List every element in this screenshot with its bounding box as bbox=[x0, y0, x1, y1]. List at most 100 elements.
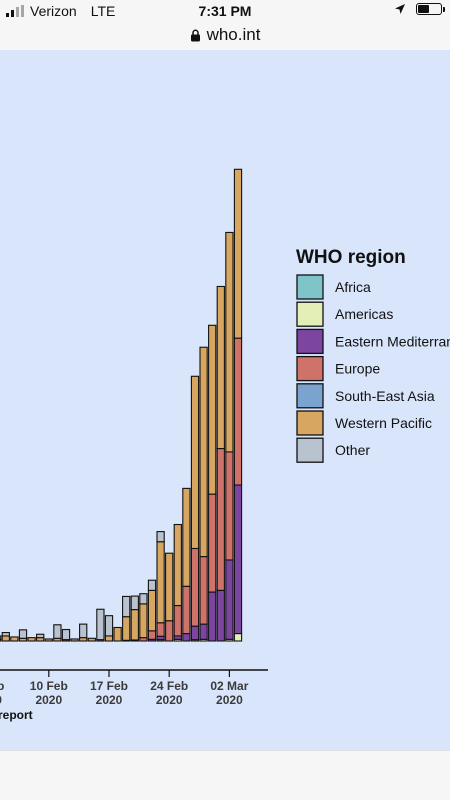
legend-swatch bbox=[296, 437, 324, 463]
bar-segment-other bbox=[104, 615, 114, 637]
bar-segment-eastern-mediterranean bbox=[216, 589, 225, 642]
status-bar: Verizon LTE 7:31 PM bbox=[0, 0, 450, 22]
bar-segment-western-pacific bbox=[199, 346, 208, 558]
bar-segment-western-pacific bbox=[208, 324, 217, 495]
bar-segment-eastern-mediterranean bbox=[208, 591, 217, 642]
legend-label: Africa bbox=[335, 279, 371, 295]
bar-segment-western-pacific bbox=[0, 638, 2, 642]
legend-label: Americas bbox=[335, 306, 393, 322]
carrier-name: Verizon bbox=[30, 3, 77, 19]
x-tick-label: 24 Feb bbox=[150, 679, 188, 693]
bar-segment-western-pacific bbox=[87, 637, 96, 642]
bar-segment-other bbox=[79, 623, 88, 639]
bar-segment-other bbox=[156, 531, 165, 543]
bar-segment-eastern-mediterranean bbox=[190, 625, 200, 641]
bar-segment-other bbox=[1, 632, 10, 637]
bar-segment-europe bbox=[190, 547, 200, 627]
legend-swatch bbox=[296, 328, 324, 355]
legend-label: Other bbox=[335, 442, 370, 458]
bar-segment-eastern-mediterranean bbox=[182, 633, 191, 642]
bar-segment-western-pacific bbox=[44, 638, 53, 642]
bar-segment-other bbox=[36, 633, 45, 639]
bar-segment-europe bbox=[208, 493, 217, 593]
bar-segment-europe bbox=[225, 451, 234, 561]
bar-segment-europe bbox=[182, 585, 191, 635]
x-tick-label: 17 Feb bbox=[90, 679, 128, 693]
bar-segment-western-pacific bbox=[27, 637, 36, 642]
legend-title: WHO region bbox=[296, 247, 406, 268]
legend-swatch bbox=[296, 410, 324, 436]
bar-segment-western-pacific bbox=[70, 638, 79, 642]
lock-icon bbox=[190, 29, 200, 41]
bar-segment-western-pacific bbox=[190, 375, 200, 550]
x-tick-label: 10 Feb bbox=[30, 679, 68, 693]
legend-swatch bbox=[296, 301, 324, 327]
bar-segment-other bbox=[0, 635, 2, 640]
bar-segment-europe bbox=[156, 622, 165, 637]
legend-swatch bbox=[296, 274, 324, 300]
url-text: who.int bbox=[206, 25, 261, 44]
bar-segment-europe bbox=[233, 337, 243, 486]
bar-segment-europe bbox=[147, 630, 157, 640]
bar-segment-western-pacific bbox=[122, 616, 131, 641]
bar-segment-western-pacific bbox=[233, 168, 243, 339]
x-axis-label: report bbox=[0, 708, 33, 722]
x-tick-label: 02 Mar bbox=[210, 679, 248, 693]
x-tick-year: 2020 bbox=[35, 693, 62, 707]
bar-segment-other bbox=[130, 595, 139, 611]
status-icons bbox=[394, 3, 445, 15]
page-footer-area bbox=[0, 750, 450, 800]
x-tick-year: 2020 bbox=[156, 693, 183, 707]
bar-segment-western-pacific bbox=[147, 589, 157, 632]
bar-segment-western-pacific bbox=[156, 541, 165, 624]
bar-segment-western-pacific bbox=[130, 609, 139, 641]
legend-swatch bbox=[296, 355, 324, 382]
bar-segment-americas bbox=[233, 633, 243, 642]
carrier-info: Verizon LTE bbox=[6, 3, 115, 19]
bar-segment-europe bbox=[199, 556, 208, 625]
bar-segment-eastern-mediterranean bbox=[233, 484, 243, 635]
bar-segment-western-pacific bbox=[216, 285, 225, 450]
bar-segment-western-pacific bbox=[173, 523, 182, 607]
legend-label: Western Pacific bbox=[335, 415, 432, 431]
location-arrow-icon bbox=[395, 4, 405, 14]
bar-segment-europe bbox=[165, 620, 174, 642]
x-tick-label: 3 Feb bbox=[0, 679, 4, 693]
bar-segment-western-pacific bbox=[104, 635, 114, 642]
x-tick-year: 2020 bbox=[0, 693, 2, 707]
chart-legend: Africa Americas Eastern Mediterranean Europ… bbox=[296, 274, 450, 463]
bar-segment-other bbox=[53, 624, 62, 639]
bar-segment-western-pacific bbox=[10, 636, 19, 642]
x-tick-year: 2020 bbox=[216, 693, 243, 707]
bar-segment-other bbox=[18, 629, 28, 639]
bar-segment-other bbox=[96, 608, 105, 641]
bar-segment-europe bbox=[216, 447, 225, 591]
battery-icon bbox=[416, 3, 445, 15]
clock-time: 7:31 PM bbox=[198, 3, 252, 19]
bar-segment-western-pacific bbox=[139, 603, 148, 639]
x-tick-year: 2020 bbox=[96, 693, 123, 707]
bar-segment-western-pacific bbox=[1, 635, 10, 642]
bar-segment-other bbox=[139, 593, 148, 605]
bar-segment-western-pacific bbox=[165, 552, 174, 622]
bar-segment-other bbox=[61, 628, 71, 641]
legend-swatch bbox=[296, 383, 324, 409]
bar-segment-europe bbox=[173, 604, 182, 637]
chart-bars bbox=[0, 168, 243, 642]
legend-label: Europe bbox=[335, 361, 380, 377]
legend-label: South-East Asia bbox=[335, 388, 435, 404]
bar-segment-eastern-mediterranean bbox=[199, 623, 208, 640]
bar-segment-western-pacific bbox=[182, 487, 191, 587]
bar-segment-western-pacific bbox=[113, 626, 122, 642]
legend-label: Eastern Mediterranean bbox=[335, 333, 450, 349]
bar-segment-western-pacific bbox=[225, 231, 234, 453]
bar-segment-other bbox=[122, 595, 131, 618]
signal-bars-icon bbox=[6, 5, 24, 17]
network-type: LTE bbox=[90, 3, 116, 19]
bar-segment-eastern-mediterranean bbox=[225, 559, 234, 640]
address-bar[interactable]: who.int bbox=[0, 22, 450, 48]
bar-segment-other bbox=[147, 579, 157, 591]
